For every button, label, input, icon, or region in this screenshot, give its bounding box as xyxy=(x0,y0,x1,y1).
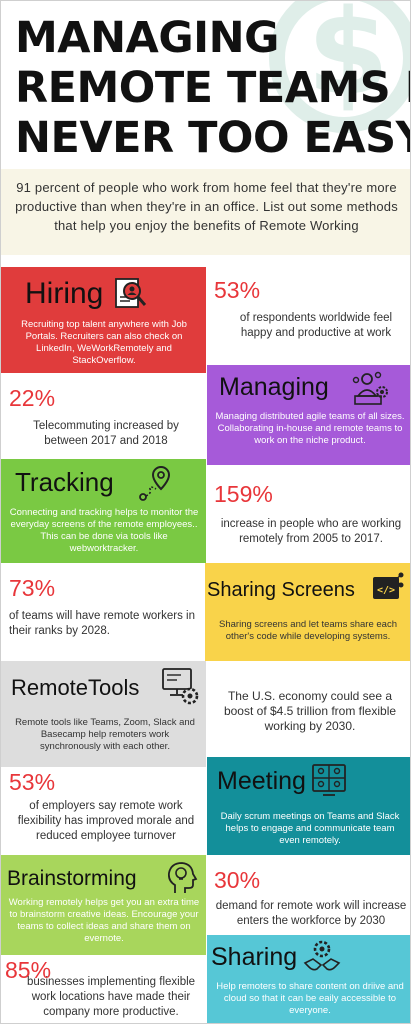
stat-text: businesses implementing flexible work lo… xyxy=(26,976,196,1018)
head-bulb-icon xyxy=(165,861,199,895)
stat-number: 53% xyxy=(214,277,261,303)
intro-text: 91 percent of people who work from home … xyxy=(1,169,410,255)
page-title: MANAGING REMOTE TEAMS IS NEVER TOO EASY xyxy=(15,13,410,163)
card-text: Connecting and tracking helps to monitor… xyxy=(9,507,199,554)
stat-number: 85% xyxy=(5,957,52,983)
resume-search-icon xyxy=(114,277,148,315)
card-heading: Meeting xyxy=(217,767,306,795)
handshake-gear-icon xyxy=(303,939,341,975)
card-text: Help remoters to share content on driive… xyxy=(216,981,404,1016)
stat-30-demand: 30% demand for remote work will increase… xyxy=(206,855,410,935)
card-heading: Sharing xyxy=(211,943,298,971)
stat-73-teams: 73% of teams will have remote workers in… xyxy=(1,563,206,661)
card-brainstorming: Brainstorming Working remotely helps get… xyxy=(1,855,206,955)
card-heading: Brainstorming xyxy=(7,867,137,890)
video-meeting-icon xyxy=(311,763,347,799)
card-sharing-screens: Sharing Screens </> Sharing screens and … xyxy=(205,563,410,661)
stat-text: increase in people who are working remot… xyxy=(220,518,402,545)
card-hiring: Hiring Recruiting top talent anywhere wi… xyxy=(1,267,206,373)
stat-text: demand for remote work will increase ent… xyxy=(215,900,407,927)
stat-text: of employers say remote work flexibility… xyxy=(17,800,195,842)
code-share-icon: </> xyxy=(371,571,405,603)
route-pin-icon xyxy=(139,465,173,501)
stat-economy: The U.S. economy could see a boost of $4… xyxy=(206,661,410,767)
title-line-2: REMOTE TEAMS IS xyxy=(15,63,411,113)
dollar-coin-icon: $ xyxy=(269,1,410,133)
card-managing: Managing Managing distributed agile team… xyxy=(207,365,410,465)
stat-text: Telecommuting increased by between 2017 … xyxy=(33,420,179,447)
card-text: Working remotely helps get you an extra … xyxy=(8,897,200,944)
stat-53-employers: 53% of employers say remote work flexibi… xyxy=(1,767,206,857)
stat-text: of respondents worldwide feel happy and … xyxy=(239,312,393,339)
card-sharing: Sharing Help remoters to share content o… xyxy=(207,935,410,1023)
card-text: Sharing screens and let teams share each… xyxy=(219,619,397,642)
title-line-3: NEVER TOO EASY xyxy=(15,113,411,163)
card-remotetools: RemoteTools Remote tools like Teams, Zoo… xyxy=(1,661,206,767)
stat-text: of teams will have remote workers in the… xyxy=(9,610,195,637)
card-tracking: Tracking Connecting and tracking helps t… xyxy=(1,459,206,563)
stat-number: 53% xyxy=(9,769,56,795)
stat-53-happy: 53% of respondents worldwide feel happy … xyxy=(206,267,410,373)
stat-text: The U.S. economy could see a boost of $4… xyxy=(223,689,397,733)
monitor-gear-icon xyxy=(161,667,201,707)
card-heading: Sharing Screens xyxy=(207,579,355,601)
card-text: Remote tools like Teams, Zoom, Slack and… xyxy=(15,717,195,752)
stat-number: 159% xyxy=(214,481,273,507)
stat-number: 22% xyxy=(9,385,56,411)
stat-159-increase: 159% increase in people who are working … xyxy=(206,465,410,563)
card-heading: Tracking xyxy=(15,467,114,497)
stat-85-businesses: 85% businesses implementing flexible wor… xyxy=(1,955,206,1023)
stat-number: 73% xyxy=(9,575,56,601)
card-text: Recruiting top talent anywhere with Job … xyxy=(21,319,187,366)
card-heading: Managing xyxy=(219,373,329,401)
stat-number: 30% xyxy=(214,867,261,893)
svg-text:</>: </> xyxy=(377,585,395,596)
card-meeting: Meeting Daily scrum meetings on Teams an… xyxy=(207,757,410,855)
card-heading: RemoteTools xyxy=(11,675,140,700)
title-line-1: MANAGING xyxy=(15,13,279,63)
card-text: Managing distributed agile teams of all … xyxy=(215,411,405,446)
stat-22-telecommuting: 22% Telecommuting increased by between 2… xyxy=(1,373,206,465)
card-text: Daily scrum meetings on Teams and Slack … xyxy=(220,811,400,846)
manager-gear-icon xyxy=(351,370,391,408)
card-heading: Hiring xyxy=(25,277,104,310)
